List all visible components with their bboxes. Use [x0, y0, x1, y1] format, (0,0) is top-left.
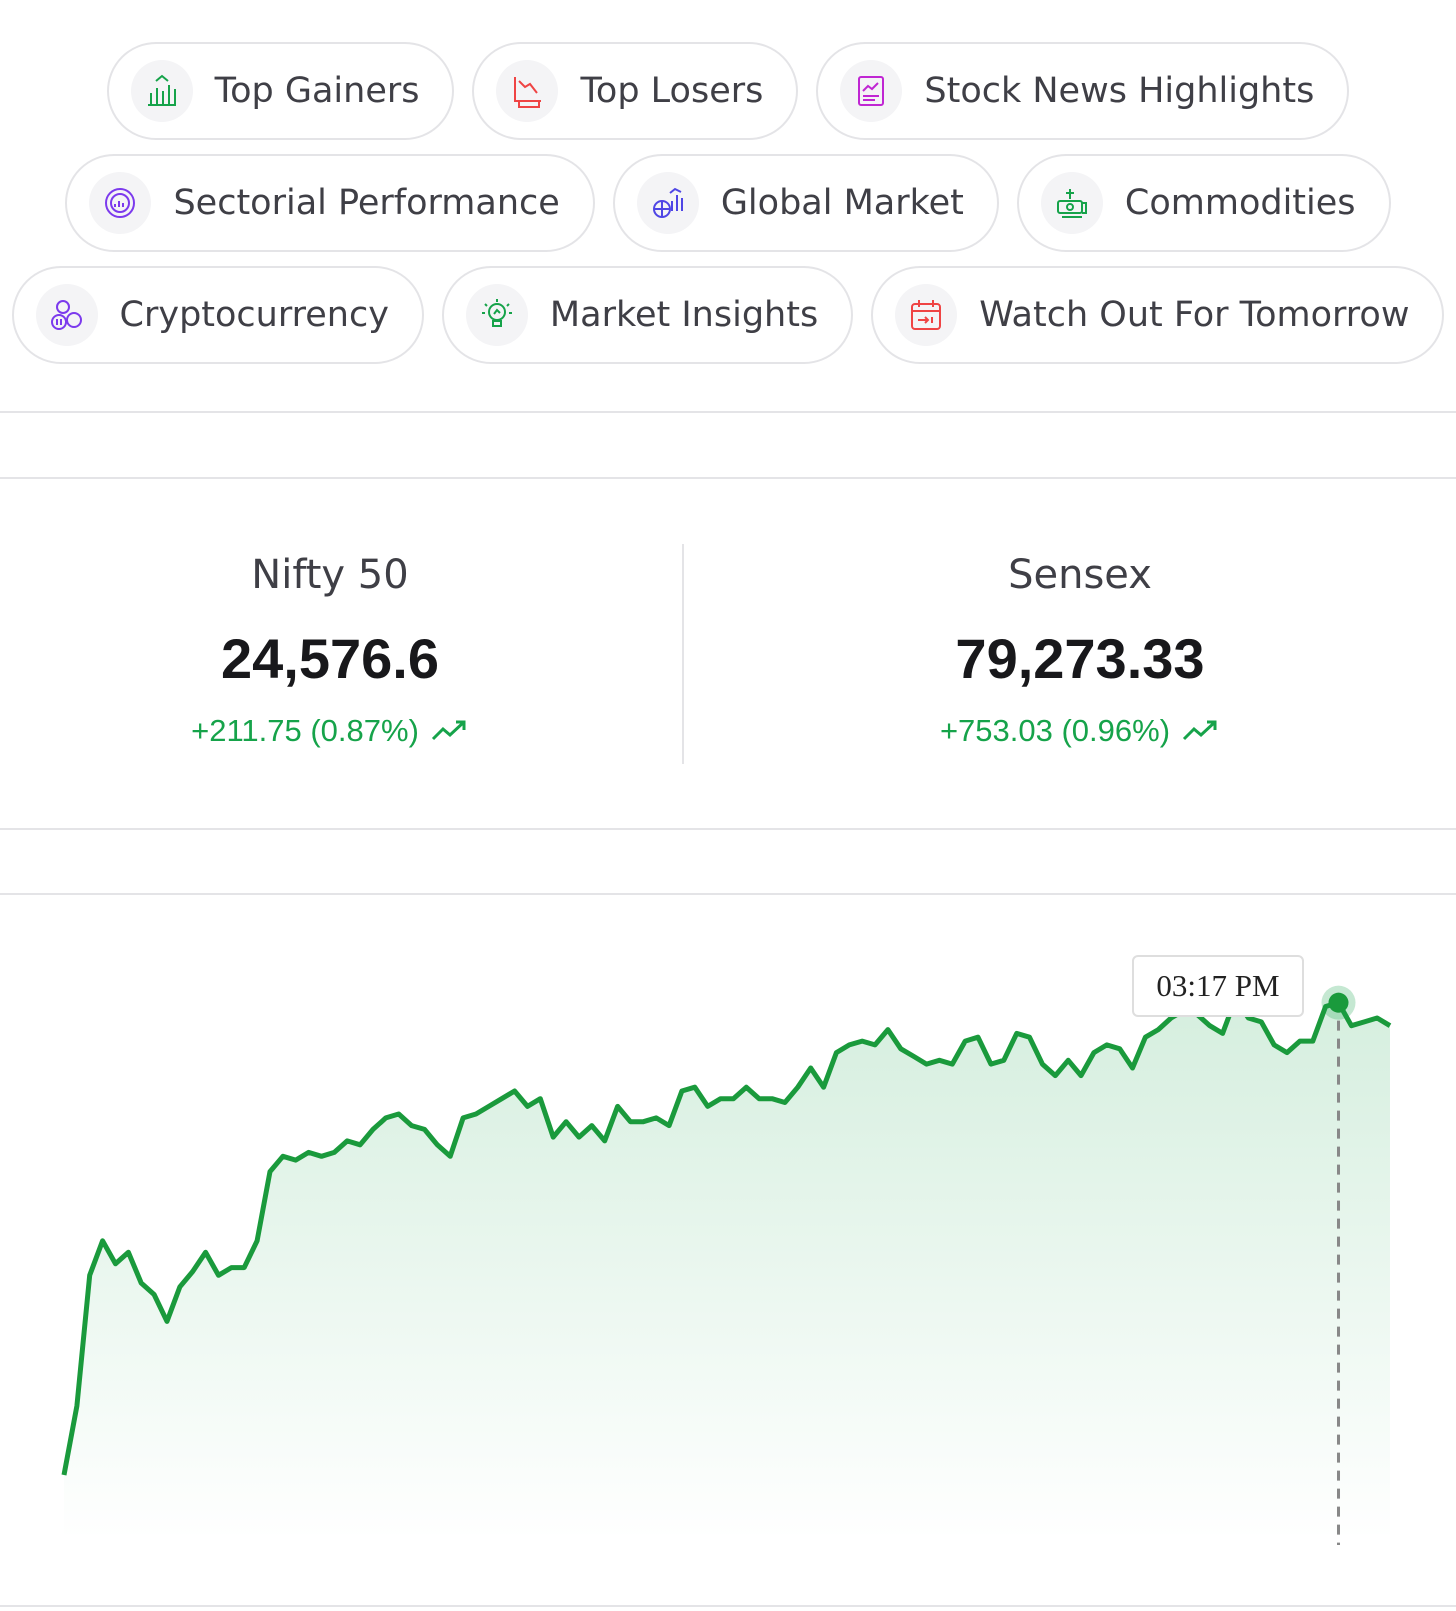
loss-chart-icon	[496, 60, 559, 122]
chip-label: Stock News Highlights	[924, 71, 1315, 111]
chart-area-fill	[64, 998, 1390, 1540]
quick-links-row-1: Top Gainers Top Losers Stock News Highli…	[0, 42, 1456, 140]
index-summary: Nifty 50 24,576.6 +211.75 (0.87%) Sensex…	[0, 480, 1456, 830]
divider	[0, 828, 1456, 830]
index-value: 24,576.6	[221, 627, 439, 690]
index-card-sensex[interactable]: Sensex 79,273.33 +753.03 (0.96%)	[750, 480, 1410, 749]
divider	[0, 1605, 1456, 1607]
chart-tooltip: 03:17 PM	[1132, 955, 1304, 1017]
money-cart-icon	[1040, 172, 1103, 234]
chip-top-gainers[interactable]: Top Gainers	[106, 42, 455, 140]
intraday-line-chart[interactable]	[0, 895, 1456, 1605]
index-change-text: +753.03 (0.96%)	[939, 713, 1171, 748]
bar-chart-up-icon	[130, 60, 193, 122]
chip-top-losers[interactable]: Top Losers	[472, 42, 799, 140]
chip-label: Top Losers	[580, 71, 764, 111]
quick-links-row-2: Sectorial Performance Global Market Comm…	[0, 154, 1456, 252]
divider	[0, 477, 1456, 479]
bulb-insight-icon	[465, 284, 528, 346]
index-change: +753.03 (0.96%)	[940, 713, 1220, 749]
chip-cryptocurrency[interactable]: Cryptocurrency	[11, 266, 424, 364]
chip-label: Top Gainers	[214, 71, 420, 111]
index-value: 79,273.33	[955, 627, 1205, 690]
chip-sectorial-performance[interactable]: Sectorial Performance	[65, 154, 595, 252]
chip-global-market[interactable]: Global Market	[612, 154, 999, 252]
chip-commodities[interactable]: Commodities	[1016, 154, 1391, 252]
quick-links-row-3: Cryptocurrency Market Insights Watch Out…	[0, 266, 1456, 364]
chip-label: Cryptocurrency	[119, 295, 389, 335]
crypto-coins-icon	[35, 284, 98, 346]
trending-up-icon	[431, 720, 466, 741]
chart-series-line	[61, 996, 1392, 1476]
quick-links: Top Gainers Top Losers Stock News Highli…	[0, 0, 1456, 412]
index-name: Sensex	[1008, 552, 1152, 598]
chip-stock-news-highlights[interactable]: Stock News Highlights	[816, 42, 1350, 140]
chart-hover-point	[1328, 992, 1349, 1013]
chip-watch-out-for-tomorrow[interactable]: Watch Out For Tomorrow	[871, 266, 1445, 364]
chip-label: Sectorial Performance	[173, 183, 560, 223]
chip-label: Market Insights	[549, 295, 819, 335]
divider	[0, 411, 1456, 413]
tooltip-time: 03:17 PM	[1156, 968, 1280, 1003]
news-chart-icon	[840, 60, 903, 122]
sector-pie-icon	[89, 172, 152, 234]
index-divider	[682, 544, 684, 764]
divider	[0, 893, 1456, 895]
chip-label: Commodities	[1124, 183, 1356, 223]
index-change: +211.75 (0.87%)	[191, 713, 469, 749]
trending-up-icon	[1182, 720, 1217, 741]
globe-chart-icon	[636, 172, 699, 234]
chip-label: Global Market	[720, 183, 964, 223]
calendar-icon	[895, 284, 958, 346]
index-change-text: +211.75 (0.87%)	[191, 713, 419, 748]
index-card-nifty[interactable]: Nifty 50 24,576.6 +211.75 (0.87%)	[0, 480, 660, 749]
chip-market-insights[interactable]: Market Insights	[441, 266, 854, 364]
index-name: Nifty 50	[251, 552, 409, 598]
chip-label: Watch Out For Tomorrow	[979, 295, 1410, 335]
